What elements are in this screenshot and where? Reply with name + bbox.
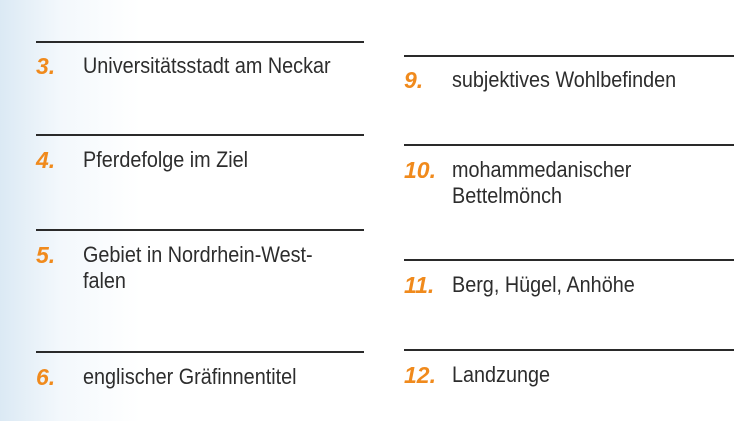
clue-text-3: Universitätsstadt am Neckar [83,53,331,78]
clue-number-5: 5. [36,242,56,268]
answer-line-3 [36,41,364,43]
clue-text-10-line-2: Bettelmönch [452,183,563,208]
clue-text-6: englischer Gräfinnentitel [83,364,297,389]
clue-number-11: 11. [404,272,435,298]
clue-text-11: Berg, Hügel, Anhöhe [452,272,635,297]
clue-text-10-line-1: mohammedanischer [452,157,632,182]
answer-line-11 [404,259,734,261]
answer-line-9 [404,55,734,57]
clue-number-9: 9. [404,67,424,93]
clue-text-12: Landzunge [452,362,551,387]
cropped-clue-fragment [460,0,600,4]
clue-text-4: Pferdefolge im Ziel [83,147,249,172]
clue-number-3: 3. [36,53,56,79]
clue-text-5-line-1: Gebiet in Nordrhein-West- [83,242,313,267]
answer-line-10 [404,144,734,146]
clue-number-4: 4. [36,147,56,173]
clue-number-6: 6. [36,364,56,390]
clue-text-9: subjektives Wohlbefinden [452,67,677,92]
clue-number-10: 10. [404,157,436,183]
answer-line-4 [36,134,364,136]
clue-number-12: 12. [404,362,436,388]
clue-text-5-line-2: falen [83,268,126,293]
answer-line-12 [404,349,734,351]
answer-line-5 [36,229,364,231]
answer-line-6 [36,351,364,353]
